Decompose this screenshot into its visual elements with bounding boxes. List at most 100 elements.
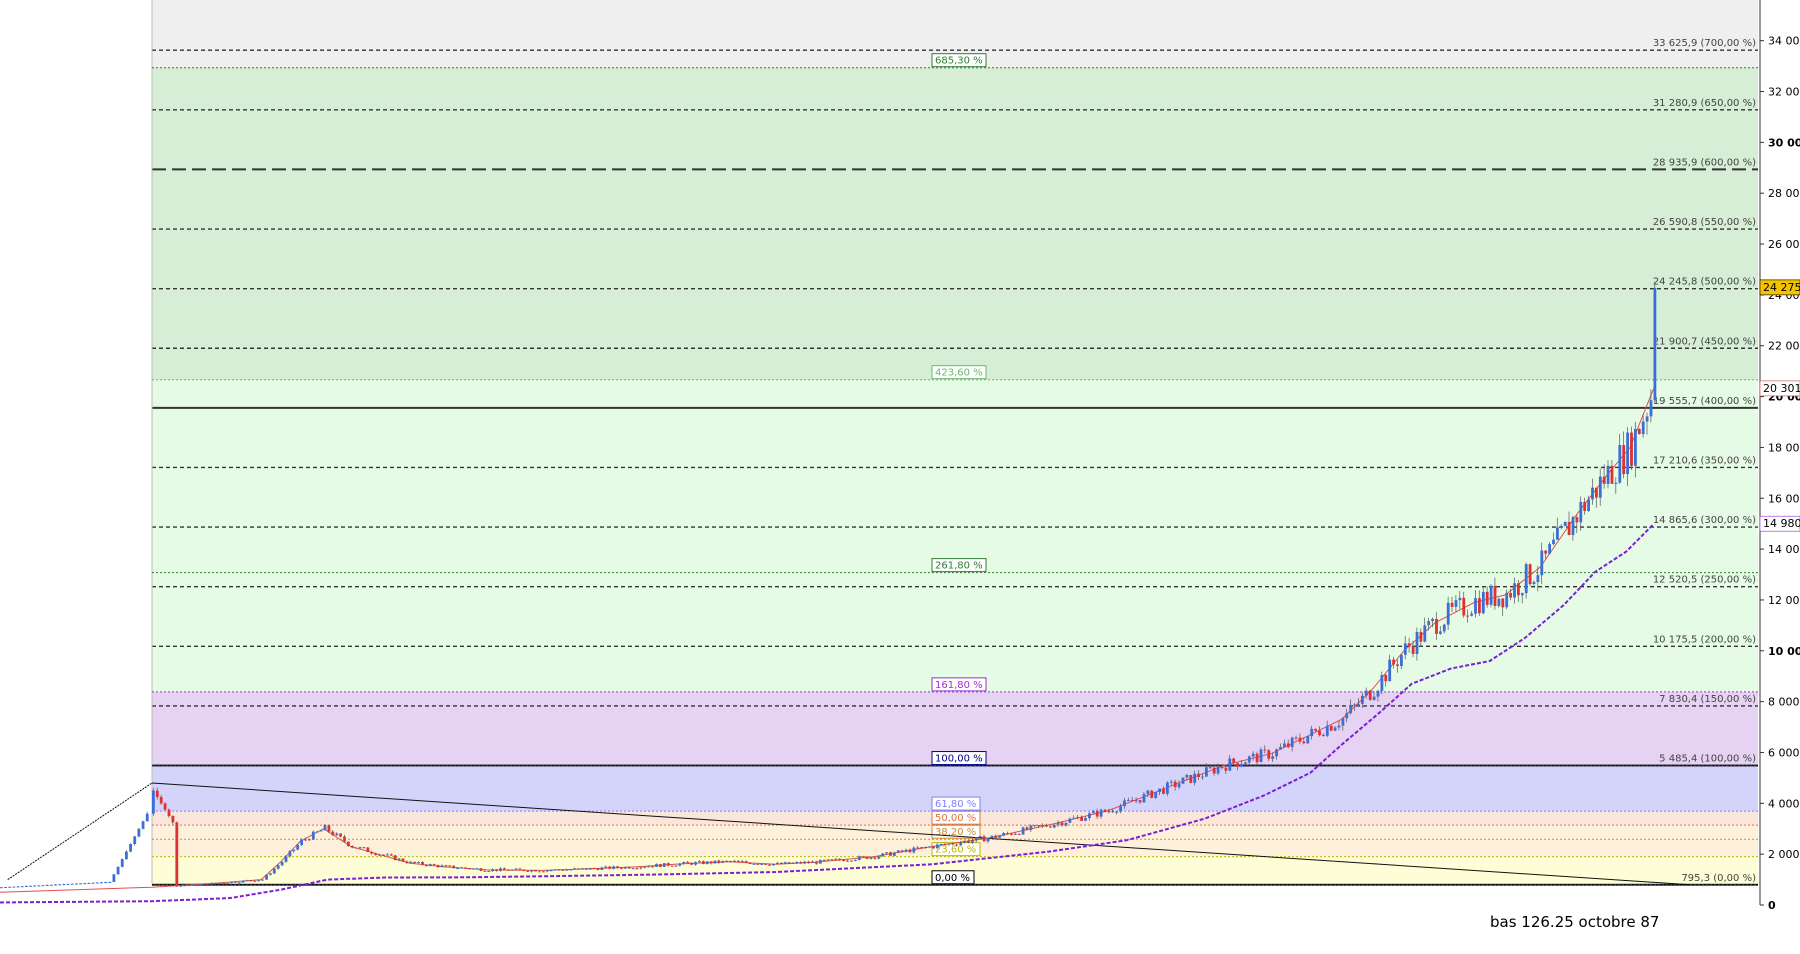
candle-body: [577, 868, 580, 870]
candle-body: [1400, 654, 1403, 667]
candle-body: [249, 880, 253, 882]
candle-body: [1103, 809, 1107, 812]
candle-body: [1119, 806, 1122, 812]
candle-body: [397, 858, 401, 861]
fib-label: 50,00 %: [935, 813, 976, 824]
y-tick-label: 26 000: [1768, 238, 1800, 251]
candle-body: [1388, 659, 1392, 682]
candle-body: [998, 835, 1002, 838]
candle-body: [1349, 705, 1353, 714]
candle-body: [1076, 817, 1080, 819]
candle-body: [218, 882, 222, 884]
candle-body: [1029, 825, 1033, 830]
percent-level-label: 795,3 (0,00 %): [1681, 873, 1756, 884]
candle-body: [1419, 631, 1423, 642]
candle-body: [1622, 445, 1626, 475]
y-tick-label: 28 000: [1768, 187, 1800, 200]
candle-body: [627, 866, 631, 869]
price-marker-label: 20 301: [1763, 382, 1800, 395]
candle-body: [647, 866, 651, 868]
candle-body: [791, 862, 795, 864]
candle-body: [1208, 767, 1212, 769]
candle-body: [705, 861, 709, 865]
fib-label: 423,60 %: [935, 368, 983, 379]
candle-body: [230, 881, 233, 884]
candle-body: [1169, 781, 1173, 783]
candle-body: [1115, 811, 1119, 813]
candle-body: [772, 863, 775, 866]
candle-body: [1197, 773, 1200, 778]
candle-body: [436, 865, 440, 868]
candle-body: [241, 880, 245, 883]
percent-level-label: 24 245,8 (500,00 %): [1653, 277, 1756, 288]
candle-body: [374, 853, 378, 856]
candle-body: [1384, 675, 1388, 682]
candle-body: [1275, 749, 1278, 757]
candle-body: [682, 861, 686, 864]
candle-body: [191, 884, 194, 886]
candle-body: [826, 859, 830, 861]
candle-body: [584, 868, 588, 870]
candle-body: [311, 831, 315, 840]
candle-body: [206, 883, 210, 885]
candle-body: [70, 883, 74, 885]
candle-body: [967, 840, 970, 843]
candle-body: [1259, 749, 1263, 763]
candle-body: [331, 831, 335, 836]
candle-body: [721, 860, 725, 863]
candle-body: [1435, 618, 1438, 634]
y-tick-label: 22 000: [1768, 340, 1800, 353]
candle-body: [1177, 783, 1181, 788]
y-tick-label: 32 000: [1768, 86, 1800, 99]
candle-body: [296, 844, 300, 850]
candle-body: [487, 871, 491, 873]
candle-body: [25, 885, 28, 887]
candle-body: [1088, 813, 1091, 819]
candle-body: [904, 849, 908, 852]
y-tick-label: 34 000: [1768, 35, 1800, 48]
candle-body: [141, 821, 145, 829]
trendline: [151, 782, 1689, 886]
candle-body: [1314, 728, 1317, 731]
candle-body: [288, 851, 292, 857]
candle-body: [631, 868, 635, 870]
candle-body: [125, 851, 128, 860]
y-tick-label: 14 000: [1768, 543, 1800, 556]
candle-body: [1571, 517, 1575, 536]
candle-body: [1216, 767, 1220, 774]
candle-body: [108, 881, 112, 883]
candle-body: [1645, 416, 1649, 422]
candle-body: [729, 860, 732, 862]
candle-body: [1251, 753, 1255, 757]
candle-body: [803, 861, 807, 864]
percent-level-label: 31 280,9 (650,00 %): [1653, 98, 1756, 109]
candle-body: [1127, 800, 1130, 802]
candle-body: [818, 859, 822, 864]
candle-body: [1333, 727, 1337, 731]
candle-body: [955, 844, 959, 846]
candle-body: [1563, 521, 1567, 526]
candle-body: [1544, 550, 1548, 554]
candle-body: [1598, 476, 1602, 498]
candle-body: [1017, 833, 1021, 835]
candle-body: [300, 839, 303, 845]
candle-body: [1423, 625, 1427, 642]
candle-body: [557, 869, 561, 871]
candle-body: [152, 790, 155, 814]
candle-body: [1232, 758, 1236, 764]
candle-body: [1630, 432, 1633, 466]
candle-body: [799, 862, 803, 864]
candle-body: [670, 865, 674, 867]
candle-body: [382, 854, 385, 856]
candle-body: [811, 861, 814, 863]
fib-label-box: [931, 53, 987, 68]
fib-zone-mint: [152, 379, 1758, 692]
percent-level-label: 17 210,6 (350,00 %): [1653, 455, 1756, 466]
candle-body: [1212, 767, 1216, 774]
candle-body: [1072, 817, 1076, 819]
candle-body: [846, 860, 849, 862]
candle-body: [518, 868, 522, 870]
candle-body: [1033, 825, 1037, 827]
candle-body: [1462, 597, 1466, 616]
candle-body: [304, 839, 307, 841]
